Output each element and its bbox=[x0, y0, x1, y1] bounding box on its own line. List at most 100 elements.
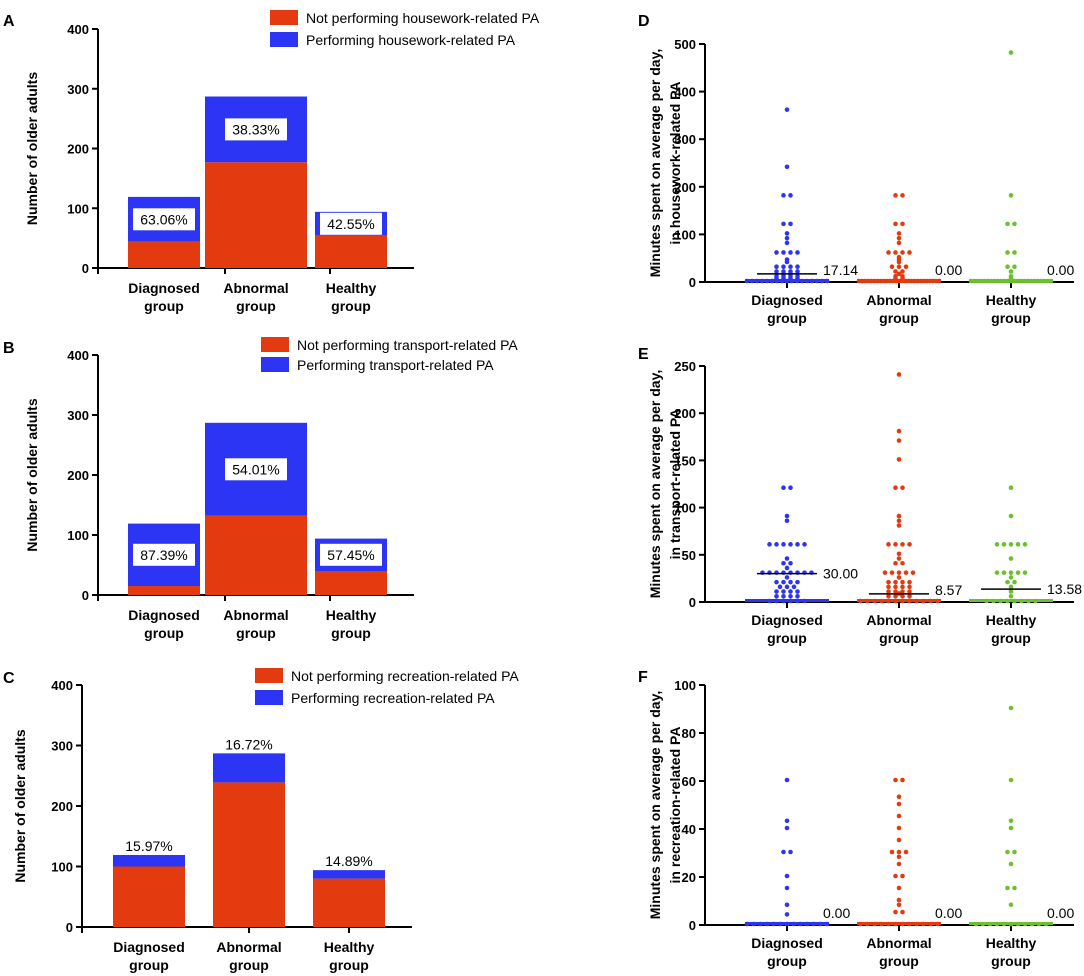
data-point bbox=[896, 259, 902, 265]
data-point bbox=[893, 560, 898, 566]
data-point bbox=[936, 278, 942, 284]
zero-value-cluster bbox=[857, 599, 941, 602]
data-point bbox=[784, 164, 790, 170]
data-point bbox=[788, 221, 793, 227]
data-point bbox=[764, 278, 770, 284]
data-point bbox=[987, 921, 993, 927]
data-point bbox=[858, 921, 863, 927]
data-point bbox=[896, 837, 902, 843]
y-tick-label: 0 bbox=[689, 595, 696, 610]
data-point bbox=[886, 593, 891, 599]
data-point bbox=[872, 598, 877, 604]
data-point bbox=[784, 565, 790, 571]
data-point bbox=[907, 589, 912, 594]
data-point bbox=[1008, 589, 1014, 594]
data-point bbox=[784, 818, 790, 824]
percentage-label-box bbox=[133, 543, 195, 566]
data-point bbox=[774, 250, 779, 255]
data-point bbox=[1045, 278, 1050, 284]
data-point bbox=[1008, 861, 1014, 867]
data-point bbox=[907, 250, 912, 255]
data-point bbox=[788, 264, 793, 270]
data-point bbox=[889, 570, 895, 575]
data-point bbox=[928, 921, 933, 927]
data-point bbox=[781, 264, 786, 270]
data-point bbox=[1029, 921, 1035, 927]
median-label: 0.00 bbox=[935, 262, 962, 278]
category-label: group bbox=[991, 953, 1031, 969]
data-point bbox=[1005, 278, 1010, 284]
y-tick-label: 400 bbox=[51, 678, 73, 693]
data-point bbox=[781, 221, 786, 227]
data-point bbox=[896, 551, 902, 557]
y-tick-label: 150 bbox=[674, 453, 696, 468]
data-point bbox=[914, 921, 919, 927]
data-point bbox=[749, 278, 755, 284]
data-point bbox=[994, 921, 1000, 927]
percentage-label: 15.97% bbox=[125, 838, 172, 854]
data-point bbox=[893, 485, 898, 491]
bar-not-performing bbox=[113, 866, 185, 927]
data-point bbox=[1005, 849, 1010, 855]
data-point bbox=[1022, 542, 1028, 547]
data-point bbox=[1012, 849, 1017, 855]
data-point bbox=[784, 575, 790, 580]
data-point bbox=[1008, 50, 1014, 55]
y-axis-label: Number of older adults bbox=[24, 398, 40, 551]
data-point bbox=[788, 593, 793, 599]
bar-not-performing bbox=[128, 241, 200, 268]
data-point bbox=[788, 542, 793, 547]
data-point bbox=[900, 593, 905, 599]
category-label: group bbox=[879, 630, 919, 646]
data-point bbox=[784, 240, 790, 246]
data-point bbox=[1008, 269, 1014, 274]
data-point bbox=[893, 542, 898, 547]
data-point bbox=[886, 921, 891, 927]
data-point bbox=[900, 921, 905, 927]
data-point bbox=[886, 598, 891, 604]
y-tick-label: 300 bbox=[674, 132, 696, 147]
data-point bbox=[994, 542, 1000, 547]
data-point bbox=[1005, 264, 1010, 270]
data-point bbox=[935, 921, 940, 927]
data-point bbox=[1008, 513, 1014, 519]
y-tick-label: 100 bbox=[674, 227, 696, 242]
data-point bbox=[1008, 902, 1014, 908]
panel-letter: E bbox=[638, 346, 649, 363]
category-label: group bbox=[331, 298, 371, 314]
panel-letter: A bbox=[3, 13, 15, 30]
data-point bbox=[896, 575, 902, 580]
data-point bbox=[802, 598, 807, 604]
category-label: group bbox=[879, 310, 919, 326]
data-point bbox=[795, 589, 800, 594]
data-point bbox=[1008, 777, 1014, 783]
data-point bbox=[767, 542, 772, 547]
percentage-label: 14.89% bbox=[325, 853, 372, 869]
y-tick-label: 200 bbox=[674, 180, 696, 195]
data-point bbox=[980, 921, 986, 927]
data-point bbox=[896, 825, 902, 831]
data-point bbox=[1042, 278, 1047, 284]
category-label: Diagnosed bbox=[751, 935, 823, 951]
data-point bbox=[1038, 278, 1044, 284]
data-point bbox=[1005, 885, 1010, 891]
data-point bbox=[771, 921, 776, 927]
panel-e-transport-minutes-scatter: E 0 50 100 150 200 250 Minutes spent on average… bbox=[638, 346, 1082, 646]
data-point bbox=[751, 921, 756, 927]
percentage-label: 42.55% bbox=[327, 216, 374, 232]
y-axis-label: in transport-related PA bbox=[667, 409, 683, 560]
percentage-label: 38.33% bbox=[232, 121, 279, 137]
data-point bbox=[893, 589, 898, 594]
category-label: Diagnosed bbox=[751, 292, 823, 308]
data-point bbox=[928, 598, 933, 604]
legend-label: Performing recreation-related PA bbox=[291, 690, 495, 706]
y-axis-label: Number of older adults bbox=[12, 729, 28, 882]
data-point bbox=[1008, 593, 1014, 599]
data-point bbox=[784, 231, 790, 236]
data-point bbox=[784, 513, 790, 519]
data-point bbox=[1048, 278, 1054, 284]
category-label: group bbox=[767, 310, 807, 326]
data-point bbox=[865, 598, 870, 604]
data-point bbox=[910, 570, 916, 575]
data-point bbox=[781, 849, 786, 855]
